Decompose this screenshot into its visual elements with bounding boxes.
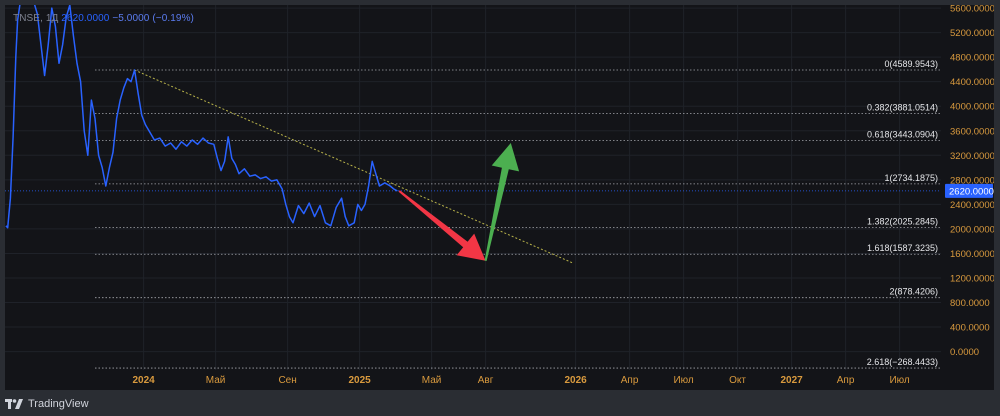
fib-level-label: 2.618(−268.4433) (867, 357, 938, 367)
y-tick-label: 2400.0000 (950, 200, 994, 211)
y-tick-label: 2000.0000 (950, 224, 994, 235)
y-tick-label: 0.0000 (950, 347, 979, 358)
x-tick-label: Авг (478, 375, 494, 386)
price-line (5, 0, 398, 229)
tradingview-logo-icon[interactable] (5, 399, 23, 409)
symbol-name: TNSE, 1Д (13, 13, 59, 24)
y-tick-label: 4800.0000 (950, 53, 994, 64)
price-chart[interactable]: 0(4589.9543) 0.382(3881.0514) 0.618(3443.0… (5, 0, 995, 390)
chart-area[interactable]: 0(4589.9543) 0.382(3881.0514) 0.618(3443.0… (5, 0, 995, 390)
y-tick-label: 1600.0000 (950, 249, 994, 260)
price-change: −5.0000 (−0.19%) (112, 13, 194, 24)
last-price: 2620.0000 (61, 13, 110, 24)
y-tick-label: 5600.0000 (950, 5, 994, 15)
y-tick-label: 3200.0000 (950, 151, 994, 162)
fib-level-label: 1.618(1587.3235) (867, 243, 938, 253)
x-tick-label: Июл (889, 375, 909, 386)
y-tick-label: 800.0000 (950, 298, 990, 309)
x-tick-label: Апр (621, 375, 639, 386)
y-tick-label: 3600.0000 (950, 126, 994, 137)
y-tick-label: 1200.0000 (950, 273, 994, 284)
x-tick-label: Май (206, 375, 226, 386)
current-price-badge (945, 183, 993, 198)
x-tick-label: Июл (673, 375, 693, 386)
x-tick-label: Апр (837, 375, 855, 386)
x-tick-label: 2027 (780, 375, 803, 386)
y-tick-label: 400.0000 (950, 323, 990, 334)
current-price-label: 2620.0000 (949, 186, 994, 197)
arrow-down (398, 190, 486, 261)
fib-level-label: 2(878.4206) (889, 287, 938, 297)
x-tick-label: 2025 (348, 375, 371, 386)
y-tick-label: 2800.0000 (950, 175, 994, 186)
brand-label[interactable]: TradingView (28, 398, 89, 410)
arrow-up (484, 143, 520, 261)
fib-level-label: 1.382(2025.2845) (867, 216, 938, 226)
y-tick-label: 5200.0000 (950, 28, 994, 39)
fib-level-label: 0.382(3881.0514) (867, 103, 938, 113)
fib-level-label: 0(4589.9543) (884, 59, 938, 69)
x-tick-label: Сен (278, 375, 296, 386)
symbol-info: TNSE, 1Д 2620.0000 −5.0000 (−0.19%) (13, 13, 194, 24)
y-tick-label: 4000.0000 (950, 102, 994, 113)
footer: TradingView (5, 394, 89, 414)
x-tick-label: Май (422, 375, 442, 386)
x-tick-label: Окт (729, 375, 746, 386)
y-tick-label: 4400.0000 (950, 77, 994, 88)
fib-level-label: 0.618(3443.0904) (867, 129, 938, 139)
fib-level-label: 1(2734.1875) (884, 173, 938, 183)
x-tick-label: 2026 (564, 375, 587, 386)
x-tick-label: 2024 (132, 375, 155, 386)
